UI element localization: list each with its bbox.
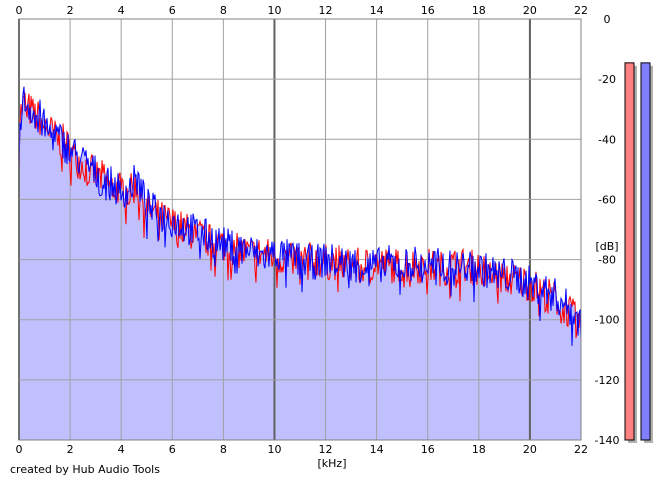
plot-frame	[18, 18, 582, 441]
x-tick-label-top: 12	[319, 4, 333, 17]
y-tick-label: -140	[595, 434, 620, 447]
x-tick-label-bottom: 14	[370, 443, 384, 456]
y-tick-label: -80	[598, 254, 616, 267]
x-tick-label-top: 2	[67, 4, 74, 17]
x-tick-label-bottom: 0	[16, 443, 23, 456]
level-meter-bar	[624, 62, 635, 441]
x-tick-label-top: 8	[220, 4, 227, 17]
x-tick-label-top: 18	[472, 4, 486, 17]
x-tick-label-bottom: 8	[220, 443, 227, 456]
x-tick-label-top: 10	[267, 4, 281, 17]
x-axis-label: [kHz]	[318, 457, 347, 470]
footer-credit: created by Hub Audio Tools	[10, 463, 160, 476]
x-tick-label-top: 20	[523, 4, 537, 17]
y-tick-label: 0	[604, 13, 611, 26]
spectrum-area-fill	[19, 86, 581, 440]
x-tick-label-top: 4	[118, 4, 125, 17]
y-tick-label: -20	[598, 73, 616, 86]
x-tick-label-top: 16	[421, 4, 435, 17]
x-tick-labels-bottom: 0 2 4 6 8 10 12 14 16 18 20 22	[16, 443, 589, 456]
y-tick-label: -40	[598, 133, 616, 146]
x-tick-label-top: 14	[370, 4, 384, 17]
x-tick-labels-top: 0 2 4 6 8 10 12 14 16 18 20 22	[16, 4, 589, 17]
x-tick-label-bottom: 18	[472, 443, 486, 456]
y-tick-labels: 0 -20 -40 -60 -80 -100 -120 -140	[595, 13, 620, 447]
x-tick-label-bottom: 2	[67, 443, 74, 456]
level-meter-bar	[640, 62, 651, 441]
x-tick-label-top: 0	[16, 4, 23, 17]
series-blue-line	[18, 86, 582, 346]
y-tick-label: -120	[595, 374, 620, 387]
x-tick-label-bottom: 16	[421, 443, 435, 456]
level-meters	[624, 62, 653, 443]
y-tick-label: -60	[598, 193, 616, 206]
x-tick-label-bottom: 12	[319, 443, 333, 456]
x-tick-label-bottom: 10	[267, 443, 281, 456]
y-axis-label: [dB]	[595, 240, 618, 253]
y-tick-label: -100	[595, 314, 620, 327]
x-tick-label-bottom: 22	[574, 443, 588, 456]
x-tick-label-bottom: 4	[118, 443, 125, 456]
x-tick-label-bottom: 20	[523, 443, 537, 456]
x-tick-label-top: 22	[574, 4, 588, 17]
x-tick-label-bottom: 6	[169, 443, 176, 456]
x-tick-label-top: 6	[169, 4, 176, 17]
